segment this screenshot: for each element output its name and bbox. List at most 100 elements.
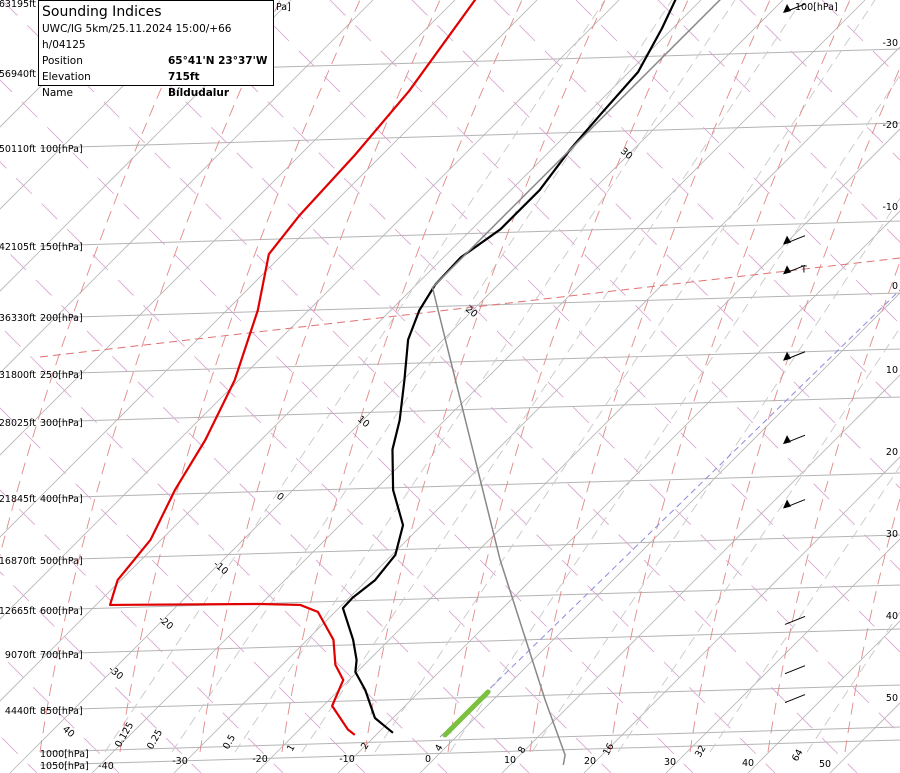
- moist-adiabat-line: [609, 0, 851, 753]
- moist-adiabat-line: [0, 0, 201, 558]
- isotherm-line: [583, 456, 900, 773]
- info-title: Sounding Indices: [42, 4, 162, 20]
- temperature-tick-bottom: 40: [742, 758, 754, 769]
- temperature-tick-right: -30: [882, 38, 898, 49]
- pressure-label: 600[hPa]: [40, 606, 83, 617]
- pressure-label: 500[hPa]: [40, 556, 83, 567]
- wind-barb-shaft: [784, 694, 806, 704]
- isobar-line: [39, 122, 900, 149]
- isobar-line: [39, 726, 900, 753]
- height-label: 28025ft: [0, 418, 36, 429]
- isotherm-line: [665, 538, 900, 773]
- height-label: 63195ft: [0, 0, 36, 10]
- dry-adiabat-line: [247, 0, 900, 653]
- isobar-line: [39, 584, 900, 611]
- temperature-tick-right: 10: [886, 365, 898, 376]
- mixing-ratio-line: [449, 74, 900, 753]
- mixing-ratio-line: [171, 0, 673, 753]
- isotherm-line: [0, 0, 456, 456]
- isotherm-line: [501, 374, 900, 773]
- wind-barb-pennant: [783, 265, 791, 275]
- info-label: Position: [42, 55, 83, 67]
- parcel-line: [431, 0, 721, 766]
- info-row-position: Position 65°41'N 23°37'W: [42, 53, 270, 69]
- isotherm-line: [0, 0, 702, 702]
- mixing-ratio-line: [531, 197, 900, 753]
- wind-barb-shaft: [784, 615, 806, 625]
- isobar-line: [39, 472, 900, 499]
- mixing-ratio-label: 0.5: [221, 733, 238, 752]
- temperature-tick-bottom: -20: [252, 754, 268, 765]
- mixing-ratio-line: [617, 327, 900, 753]
- temperature-tick-bottom: 30: [664, 757, 676, 768]
- height-label: 56940ft: [0, 69, 36, 80]
- isotherm-line: [0, 0, 292, 292]
- isobar-line: [39, 739, 900, 766]
- isotherm-line: [9, 0, 784, 773]
- wind-barb-pennant: [783, 4, 791, 13]
- pressure-label: 850[hPa]: [40, 706, 83, 717]
- mixing-ratio-label: 1: [285, 743, 298, 754]
- moist-adiabat-line: [364, 0, 606, 753]
- pressure-label: 150[hPa]: [40, 242, 83, 253]
- info-row-elevation: Elevation 715ft: [42, 69, 270, 85]
- info-label: Name: [42, 87, 73, 99]
- temperature-tick-bottom: -30: [172, 756, 188, 767]
- tropopause-line: [39, 257, 900, 358]
- dry-adiabat-line: [0, 571, 202, 773]
- wind-barb-pennant: [783, 435, 791, 445]
- mixing-ratio-label: 64: [790, 748, 806, 764]
- info-value: 715ft: [168, 71, 200, 83]
- isobar-line: [39, 220, 900, 247]
- info-label: Elevation: [42, 71, 91, 83]
- isotherm-line: [0, 0, 210, 210]
- isotherm-line: [829, 702, 900, 773]
- pressure-label: 100[hPa]: [40, 144, 83, 155]
- temperature-tick-right: 30: [886, 529, 898, 540]
- isobar-line: [39, 292, 900, 319]
- height-label: 4440ft: [5, 706, 36, 717]
- isotherm-line: [419, 292, 900, 773]
- moist-adiabat-line: [529, 0, 771, 753]
- info-value: Bíldudalur: [168, 87, 230, 99]
- temperature-tick-bottom: -40: [98, 761, 114, 772]
- mixing-ratio-line: [301, 0, 803, 753]
- moist-adiabat-line: [447, 0, 689, 753]
- dry-adiabat-line: [0, 325, 448, 773]
- adiabat-label: -20: [156, 614, 175, 632]
- height-label: 9070ft: [5, 650, 36, 661]
- adiabat-label: -30: [106, 664, 125, 682]
- dry-adiabat-line: [411, 0, 900, 489]
- dry-adiabat-line: [0, 489, 284, 773]
- sounding-info-box: Sounding Indices UWC/IG 5km/25.11.2024 1…: [38, 0, 274, 99]
- moist-adiabat-line: [281, 0, 523, 753]
- dry-adiabat-line: [0, 79, 694, 773]
- temperature-tick-bottom: 50: [819, 759, 831, 770]
- info-row-name: Name Bíldudalur: [42, 85, 270, 101]
- moist-adiabat-line: [119, 0, 361, 753]
- adiabat-label: 40: [60, 724, 76, 740]
- pressure-label-top: 100[hPa]: [795, 2, 838, 13]
- moist-adiabat-line: [844, 496, 900, 753]
- height-label: 16870ft: [0, 556, 36, 567]
- dry-adiabat-line: [0, 407, 366, 773]
- dry-adiabat-line: [329, 0, 900, 571]
- temperature-tick-bottom: 10: [504, 755, 516, 766]
- mixing-ratio-label: 32: [693, 744, 709, 760]
- wind-barb-pennant: [783, 351, 791, 361]
- pressure-label: 200[hPa]: [40, 313, 83, 324]
- mixing-ratio-label: 0.25: [145, 728, 165, 752]
- series: [108, 0, 721, 766]
- temperature-tick-bottom: -10: [339, 754, 355, 765]
- temperature-tick-bottom: 20: [584, 756, 596, 767]
- pressure-label: 1050[hPa]: [40, 761, 89, 772]
- wind-barb-pennant: [783, 499, 791, 509]
- wind-barbs: T: [783, 3, 807, 704]
- mixing-ratio-line: [806, 611, 900, 753]
- height-label: 21845ft: [0, 494, 36, 505]
- height-label: 50110ft: [0, 144, 36, 155]
- mixing-ratio-line: [104, 0, 606, 753]
